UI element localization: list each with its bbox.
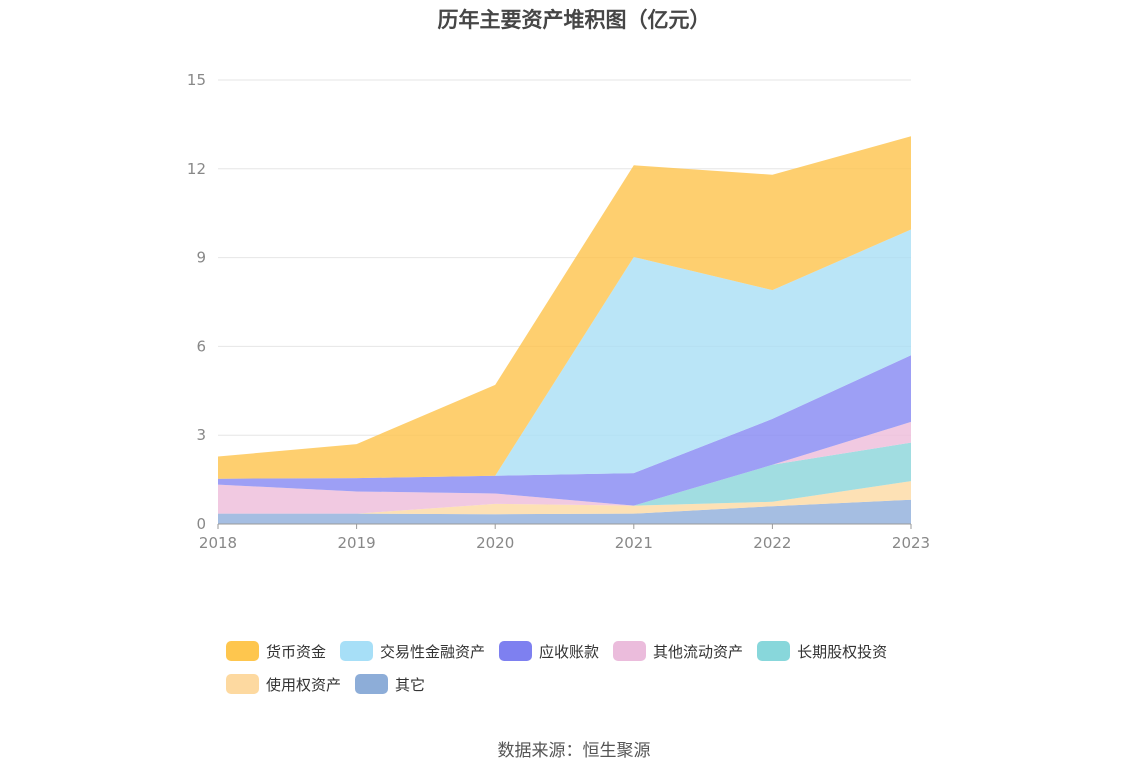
y-tick-label: 12 [187,160,206,178]
area-series-3 [218,421,911,514]
area-series-0 [218,499,911,524]
data-source-note: 数据来源：恒生聚源 [497,741,651,761]
x-tick-label: 2023 [892,534,930,552]
legend-label: 长期股权投资 [797,642,888,661]
area-series-6 [218,136,911,479]
legend-label: 货币资金 [266,642,327,661]
y-tick-label: 3 [196,426,206,444]
legend-label: 交易性金融资产 [380,642,486,661]
chart-legend: 货币资金 交易性金融资产 应收账款 其他流动资产 长期股权投资使用权资产 其它 [226,640,946,706]
legend-swatch [613,641,647,661]
x-tick-label: 2022 [753,534,791,552]
area-series-2 [218,442,911,514]
legend-item[interactable]: 其他流动资产 [613,640,743,662]
legend-swatch [226,641,259,661]
x-tick-label: 2020 [476,534,514,552]
legend-label: 其它 [395,675,426,694]
legend-label: 其他流动资产 [653,642,744,661]
x-tick-label: 2018 [199,534,237,552]
legend-swatch [340,641,374,661]
legend-label: 使用权资产 [266,675,342,694]
y-tick-label: 6 [196,337,206,355]
axes: 0 3 6 9 12 15 2018 2019 2020 2021 2022 2023 [187,71,930,552]
area-series-1 [218,481,911,515]
legend-item[interactable]: 应收账款 [499,640,599,662]
area-series-4 [218,355,911,506]
legend-swatch [757,641,791,661]
legend-item[interactable]: 长期股权投资 [757,640,887,662]
legend-item[interactable]: 货币资金 [226,640,326,662]
area-series-group [218,136,911,524]
legend-item[interactable]: 其它 [355,673,425,695]
y-tick-label: 15 [187,71,206,89]
y-tick-label: 9 [196,249,206,267]
legend-swatch [226,674,259,694]
legend-label: 应收账款 [539,642,600,661]
area-series-5 [218,229,911,479]
x-tick-label: 2019 [338,534,376,552]
legend-swatch [499,641,533,661]
legend-item[interactable]: 交易性金融资产 [340,640,485,662]
legend-item[interactable]: 使用权资产 [226,673,341,695]
x-tick-label: 2021 [615,534,653,552]
legend-swatch [355,674,389,694]
y-tick-label: 0 [196,515,206,533]
chart-title: 历年主要资产堆积图（亿元） [437,8,711,32]
